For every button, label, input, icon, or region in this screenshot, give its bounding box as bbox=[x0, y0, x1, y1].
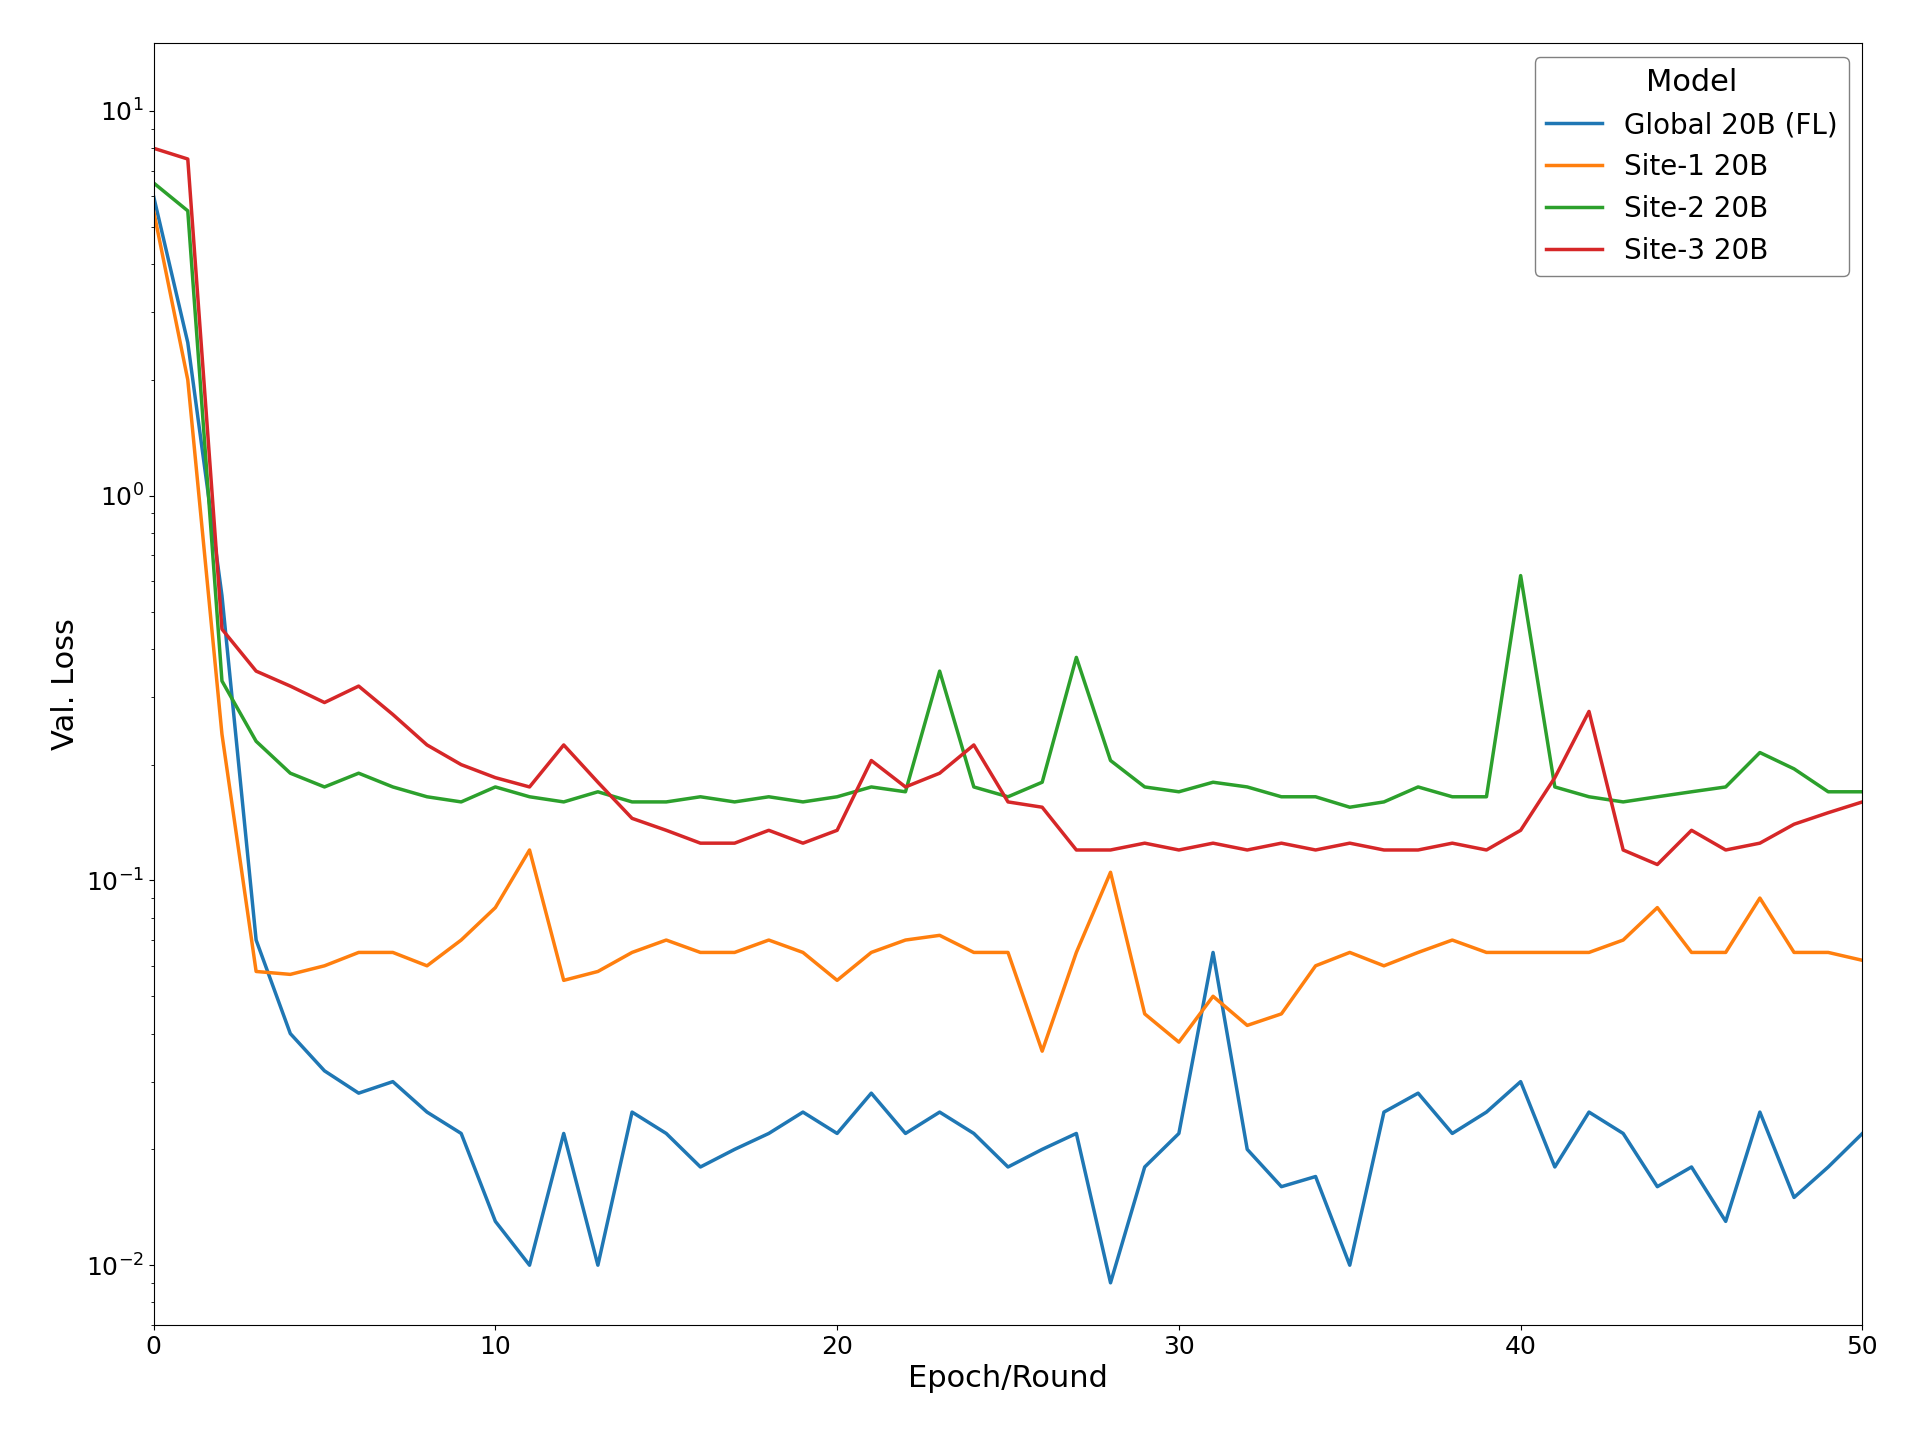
Site-2 20B bbox=[689, 788, 712, 805]
Site-3 20B bbox=[1645, 855, 1668, 873]
Global 20B (FL) bbox=[1816, 1158, 1839, 1175]
Global 20B (FL) bbox=[1851, 1125, 1874, 1142]
Site-1 20B bbox=[1407, 943, 1430, 960]
X-axis label: Epoch/Round: Epoch/Round bbox=[908, 1364, 1108, 1392]
Site-2 20B bbox=[518, 788, 541, 805]
Site-2 20B bbox=[1816, 783, 1839, 801]
Site-1 20B bbox=[1816, 943, 1839, 960]
Site-3 20B bbox=[1851, 793, 1874, 811]
Legend: Global 20B (FL), Site-1 20B, Site-2 20B, Site-3 20B: Global 20B (FL), Site-1 20B, Site-2 20B,… bbox=[1534, 58, 1849, 276]
Site-3 20B bbox=[518, 778, 541, 795]
Line: Global 20B (FL): Global 20B (FL) bbox=[154, 196, 1862, 1283]
Y-axis label: Val. Loss: Val. Loss bbox=[52, 618, 81, 750]
Global 20B (FL) bbox=[689, 1158, 712, 1175]
Global 20B (FL) bbox=[518, 1257, 541, 1274]
Site-3 20B bbox=[689, 835, 712, 852]
Global 20B (FL) bbox=[1407, 1084, 1430, 1102]
Site-2 20B bbox=[142, 174, 165, 192]
Global 20B (FL) bbox=[655, 1125, 678, 1142]
Site-3 20B bbox=[1373, 841, 1396, 858]
Global 20B (FL) bbox=[1098, 1274, 1121, 1292]
Site-2 20B bbox=[1407, 778, 1430, 795]
Site-1 20B bbox=[518, 841, 541, 858]
Site-2 20B bbox=[1338, 799, 1361, 816]
Site-3 20B bbox=[655, 822, 678, 840]
Site-2 20B bbox=[655, 793, 678, 811]
Line: Site-3 20B: Site-3 20B bbox=[154, 148, 1862, 864]
Line: Site-1 20B: Site-1 20B bbox=[154, 210, 1862, 1051]
Site-1 20B bbox=[142, 202, 165, 219]
Global 20B (FL) bbox=[1304, 1168, 1327, 1185]
Site-1 20B bbox=[1304, 958, 1327, 975]
Site-3 20B bbox=[1816, 804, 1839, 821]
Global 20B (FL) bbox=[142, 187, 165, 204]
Line: Site-2 20B: Site-2 20B bbox=[154, 183, 1862, 808]
Site-3 20B bbox=[142, 140, 165, 157]
Site-1 20B bbox=[1851, 952, 1874, 969]
Site-2 20B bbox=[1851, 783, 1874, 801]
Site-1 20B bbox=[1031, 1043, 1054, 1060]
Site-1 20B bbox=[689, 943, 712, 960]
Site-2 20B bbox=[1269, 788, 1292, 805]
Site-3 20B bbox=[1269, 835, 1292, 852]
Site-1 20B bbox=[655, 932, 678, 949]
